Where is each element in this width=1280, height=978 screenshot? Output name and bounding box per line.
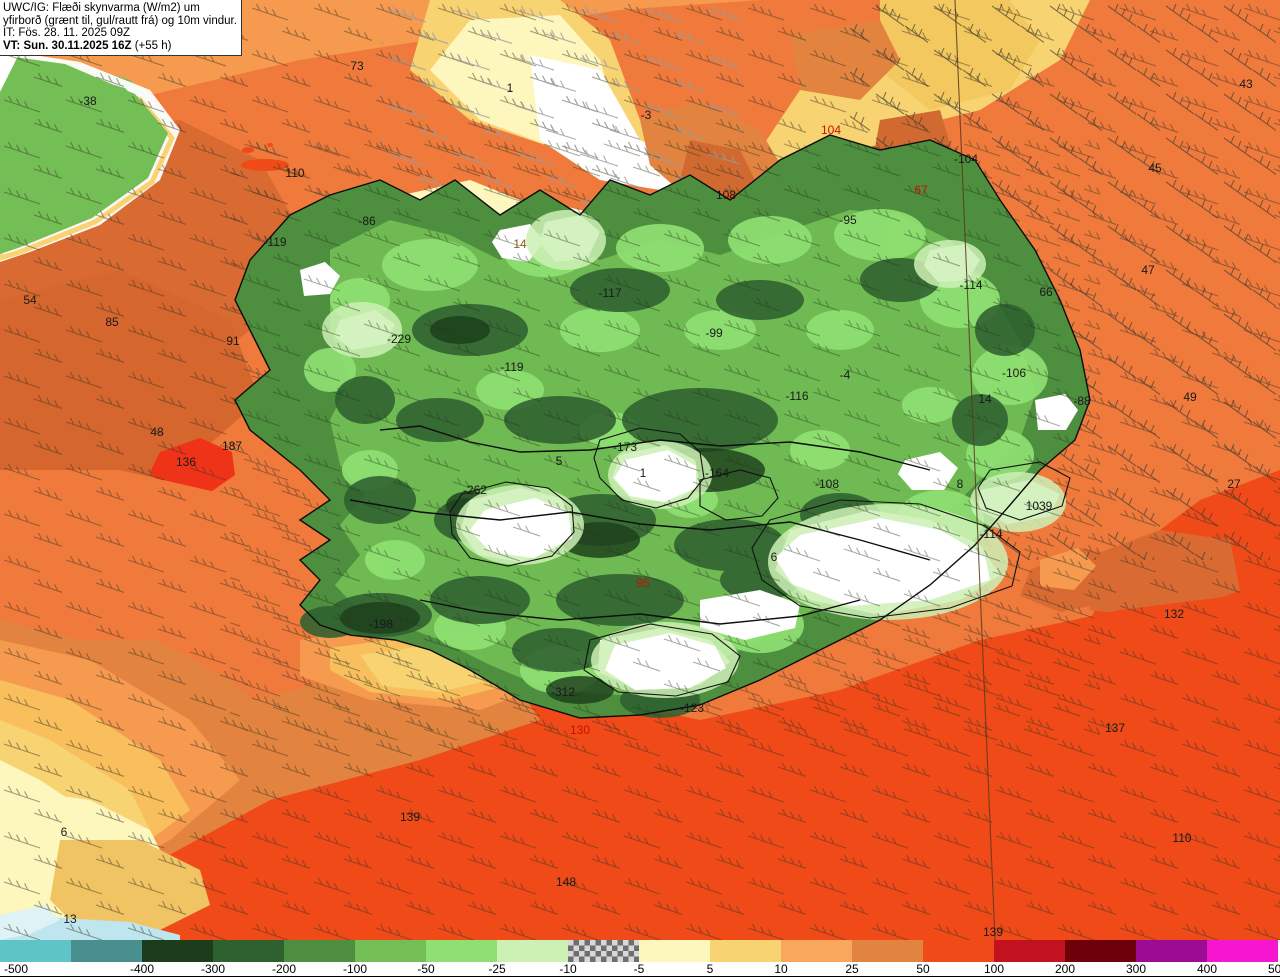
colorbar-tick-label: 500 bbox=[1267, 962, 1280, 976]
colorbar-ticks: -500 -400 -300 -200 -100 -50 -25 -10 -5 5 10 25 50 10… bbox=[0, 962, 1280, 978]
valid-time-bold: VT: Sun. 30.11.2025 16Z bbox=[3, 39, 132, 52]
colorbar-segment bbox=[355, 940, 426, 962]
colorbar-tick-label: -5 bbox=[633, 962, 645, 976]
colorbar-tick-label: 100 bbox=[983, 962, 1005, 976]
colorbar-segment bbox=[994, 940, 1065, 962]
colorbar-segment bbox=[1065, 940, 1136, 962]
colorbar-strip[interactable] bbox=[0, 940, 1280, 962]
colorbar-tick-label: -100 bbox=[342, 962, 368, 976]
info-line-3: IT: Fös. 28. 11. 2025 09Z bbox=[3, 27, 130, 40]
colorbar-tick-label: -500 bbox=[4, 962, 29, 976]
info-line-1: UWC/IG: Flæði skynvarma (W/m2) um bbox=[3, 2, 200, 14]
colorbar-segment bbox=[142, 940, 213, 962]
valid-time-offset: (+55 h) bbox=[131, 39, 172, 52]
colorbar-segment bbox=[1136, 940, 1207, 962]
colorbar-tick-label: -400 bbox=[129, 962, 155, 976]
colorbar-tick-label: 300 bbox=[1125, 962, 1147, 976]
colorbar-tick-label: -200 bbox=[271, 962, 297, 976]
colorbar-segment bbox=[1207, 940, 1278, 962]
colorbar-segment bbox=[568, 940, 639, 962]
colorbar-segment bbox=[284, 940, 355, 962]
colorbar-tick-label: -50 bbox=[417, 962, 435, 976]
colorbar-segment bbox=[426, 940, 497, 962]
map-svg bbox=[0, 0, 1280, 940]
colorbar-segment bbox=[852, 940, 923, 962]
weather-map-canvas[interactable]: -38 73 1 -3 104 -104 43 110 108 67 -95 45 -86 14 -119-… bbox=[0, 0, 1280, 940]
colorbar-segment bbox=[213, 940, 284, 962]
colorbar-segment bbox=[923, 940, 994, 962]
colorbar-segment bbox=[781, 940, 852, 962]
map-info-box: UWC/IG: Flæði skynvarma (W/m2) um yfirbo… bbox=[0, 0, 242, 57]
info-line-2: yfirborð (grænt til, gul/rautt frá) og 1… bbox=[3, 14, 237, 27]
colorbar-tick-label: 400 bbox=[1196, 962, 1218, 976]
colorbar-tick-label: 10 bbox=[774, 962, 788, 976]
colorbar-baseline bbox=[0, 976, 1280, 977]
colorbar-tick-label: -25 bbox=[488, 962, 506, 976]
colorbar-segment bbox=[710, 940, 781, 962]
colorbar-tick-label: -300 bbox=[200, 962, 226, 976]
colorbar-tick-label: -10 bbox=[559, 962, 577, 976]
colorbar-legend[interactable]: -500 -400 -300 -200 -100 -50 -25 -10 -5 5 10 25 50 10… bbox=[0, 940, 1280, 978]
info-line-4: VT: Sun. 30.11.2025 16Z (+55 h) bbox=[3, 40, 235, 53]
wind-barbs-land bbox=[230, 140, 1100, 740]
colorbar-segment bbox=[497, 940, 568, 962]
map-layers bbox=[0, 0, 1280, 940]
colorbar-segment bbox=[0, 940, 71, 962]
colorbar-tick-label: 200 bbox=[1054, 962, 1076, 976]
colorbar-tick-label: 50 bbox=[916, 962, 930, 976]
colorbar-tick-label: 25 bbox=[845, 962, 859, 976]
colorbar-tick-label: 5 bbox=[706, 962, 714, 976]
colorbar-segment bbox=[639, 940, 710, 962]
colorbar-segment bbox=[71, 940, 142, 962]
